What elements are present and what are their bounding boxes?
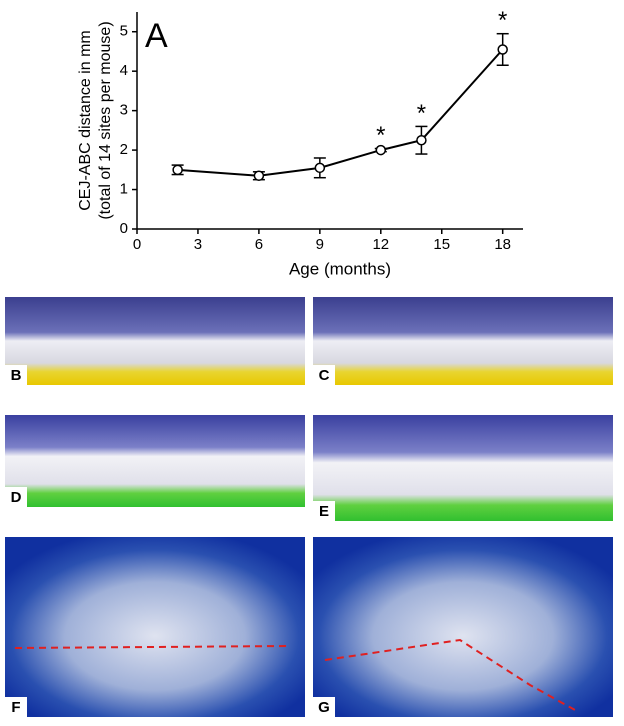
y-axis-label: (total of 14 sites per mouse) [97,21,114,219]
y-tick-label: 0 [120,220,128,237]
data-point [253,170,265,181]
photo [313,415,613,521]
dashed-line [14,645,291,649]
significance-marker: * [417,100,426,127]
y-tick-label: 1 [120,181,128,198]
photo [5,537,305,717]
x-axis-label: Age (months) [289,259,391,278]
dashed-line [324,638,576,711]
panel-label: B [11,367,22,384]
panel-label-box [5,365,27,385]
x-tick-label: 15 [433,236,450,253]
photo [313,297,613,385]
panel-label-box [5,697,27,717]
data-line [177,48,504,177]
data-point [497,44,508,55]
x-tick-label: 12 [372,236,389,253]
photo-panels [5,297,613,717]
x-tick-label: 18 [494,236,511,253]
y-tick-label: 4 [120,62,128,79]
panel-label: A [145,17,168,55]
x-tick-label: 3 [194,236,202,253]
panel-label: D [11,489,22,506]
x-tick-label: 9 [316,236,324,253]
x-tick-label: 0 [133,236,141,253]
panel-label: E [319,503,329,520]
y-tick-label: 5 [120,23,128,40]
y-tick-label: 2 [120,141,128,158]
photo [5,415,305,507]
x-tick-label: 6 [255,236,263,253]
photo [313,537,613,717]
y-axis-label: CEJ-ABC distance in mm [77,30,94,211]
panel-label-box [5,487,27,507]
significance-marker: * [376,122,385,149]
data-point [172,164,183,176]
data-point [314,162,326,174]
data-point [416,134,427,146]
panel-label-box [313,365,335,385]
panel-label-box [313,697,335,717]
panel-label-box [313,501,335,521]
panel-label: C [319,367,330,384]
photo [5,297,305,385]
y-tick-label: 3 [120,102,128,119]
panel-label: G [318,699,330,716]
data-point [375,144,387,156]
significance-marker: * [498,7,507,34]
panel-label: F [11,699,20,716]
